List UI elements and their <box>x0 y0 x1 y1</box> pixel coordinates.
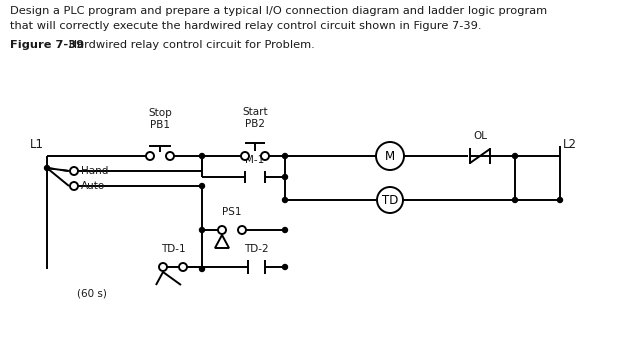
Text: Hand: Hand <box>81 166 108 176</box>
Circle shape <box>282 154 287 159</box>
Circle shape <box>513 197 518 203</box>
Circle shape <box>377 187 403 213</box>
Circle shape <box>159 263 167 271</box>
Circle shape <box>261 152 269 160</box>
Circle shape <box>513 154 518 159</box>
Text: (60 s): (60 s) <box>77 289 106 299</box>
Text: PS1: PS1 <box>222 207 242 217</box>
Text: L1: L1 <box>30 138 44 151</box>
Circle shape <box>282 265 287 269</box>
Circle shape <box>282 228 287 232</box>
Circle shape <box>199 228 204 232</box>
Circle shape <box>70 167 78 175</box>
Text: M-1: M-1 <box>245 155 265 165</box>
Text: OL: OL <box>473 131 487 141</box>
Text: Hardwired relay control circuit for Problem.: Hardwired relay control circuit for Prob… <box>65 40 314 50</box>
Circle shape <box>199 184 204 188</box>
Text: M: M <box>385 150 395 163</box>
Text: L2: L2 <box>563 138 577 151</box>
Circle shape <box>70 182 78 190</box>
Text: TD: TD <box>382 193 398 207</box>
Circle shape <box>557 197 562 203</box>
Text: Start
PB2: Start PB2 <box>242 107 268 129</box>
Circle shape <box>179 263 187 271</box>
Circle shape <box>282 197 287 203</box>
Circle shape <box>282 175 287 179</box>
Text: Auto: Auto <box>81 181 105 191</box>
Text: TD-1: TD-1 <box>160 244 186 254</box>
Text: that will correctly execute the hardwired relay control circuit shown in Figure : that will correctly execute the hardwire… <box>10 21 482 31</box>
Circle shape <box>166 152 174 160</box>
Text: Stop
PB1: Stop PB1 <box>148 107 172 130</box>
Circle shape <box>218 226 226 234</box>
Circle shape <box>199 266 204 272</box>
Circle shape <box>376 142 404 170</box>
Circle shape <box>199 154 204 159</box>
Circle shape <box>146 152 154 160</box>
Circle shape <box>238 226 246 234</box>
Text: Design a PLC program and prepare a typical I/O connection diagram and ladder log: Design a PLC program and prepare a typic… <box>10 6 547 16</box>
Circle shape <box>241 152 249 160</box>
Text: TD-2: TD-2 <box>244 244 269 254</box>
Circle shape <box>45 166 50 171</box>
Text: Figure 7-39: Figure 7-39 <box>10 40 84 50</box>
